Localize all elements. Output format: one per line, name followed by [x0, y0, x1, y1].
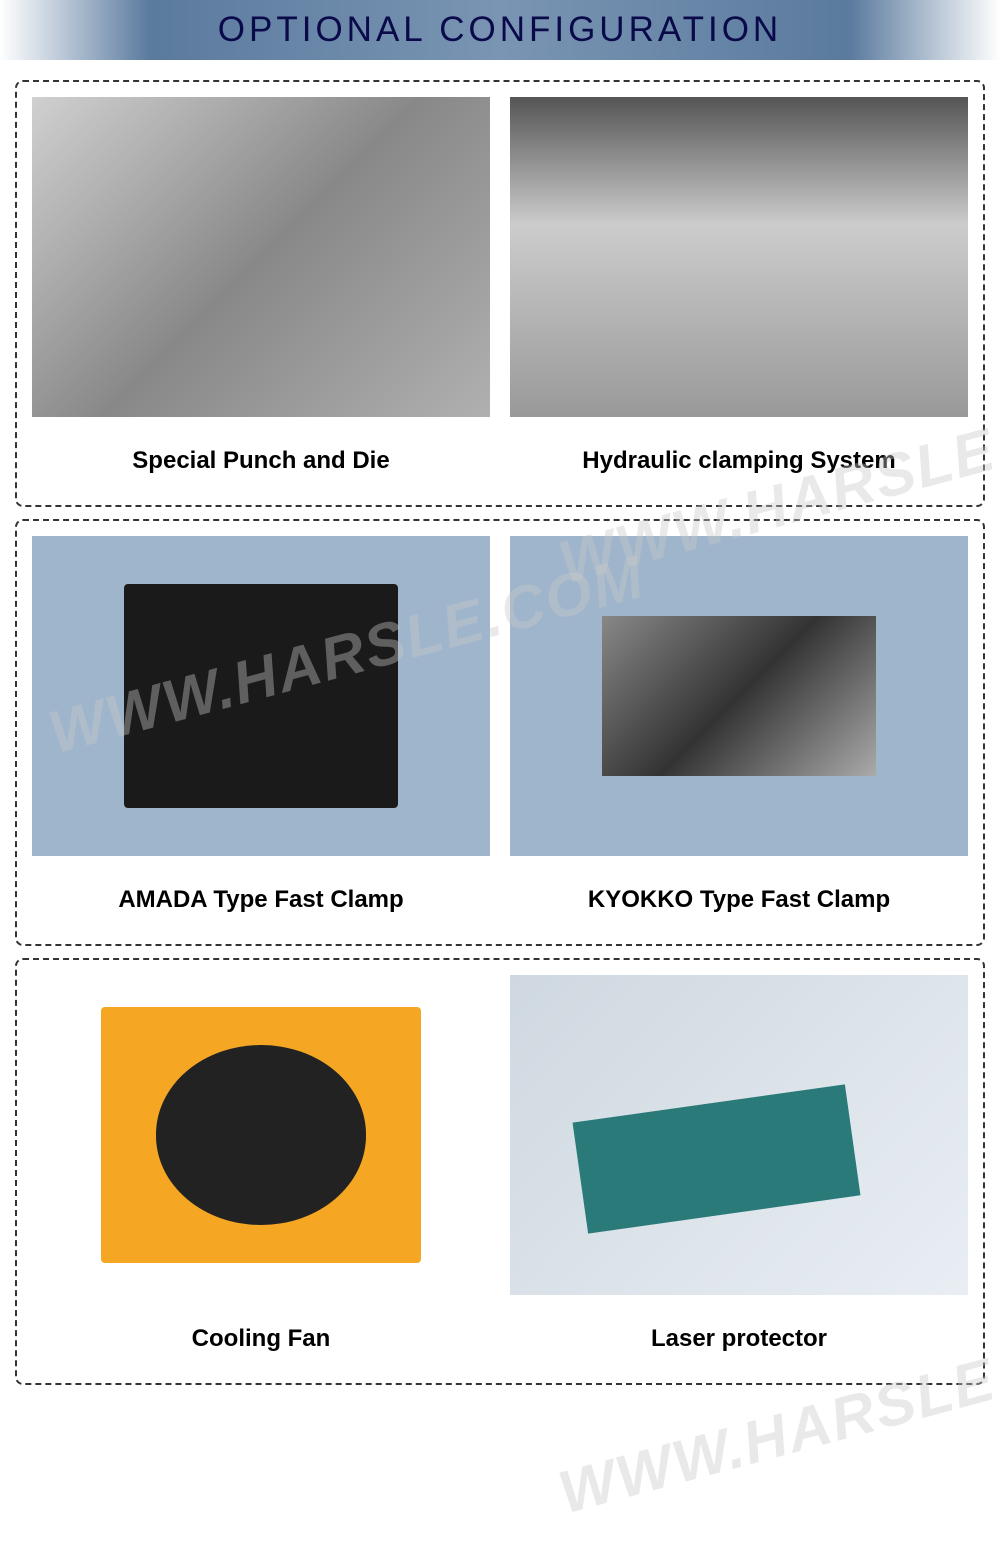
config-row: Special Punch and Die Hydraulic clamping… [15, 80, 985, 507]
product-label: Laser protector [651, 1325, 827, 1353]
product-label: AMADA Type Fast Clamp [118, 886, 403, 914]
config-card: Hydraulic clamping System [510, 97, 968, 490]
config-card: AMADA Type Fast Clamp [32, 536, 490, 929]
config-card: Laser protector [510, 975, 968, 1368]
config-card: KYOKKO Type Fast Clamp [510, 536, 968, 929]
product-label: KYOKKO Type Fast Clamp [588, 886, 890, 914]
config-card: Special Punch and Die [32, 97, 490, 490]
product-image [510, 97, 968, 417]
config-row: Cooling Fan Laser protector [15, 958, 985, 1385]
config-row: AMADA Type Fast Clamp KYOKKO Type Fast C… [15, 519, 985, 946]
page-title: OPTIONAL CONFIGURATION [218, 10, 782, 50]
product-image [32, 97, 490, 417]
product-label: Hydraulic clamping System [582, 447, 895, 475]
page-container: OPTIONAL CONFIGURATION WWW.HARSLE.COM WW… [0, 0, 1000, 1385]
product-image [510, 975, 968, 1295]
product-image [32, 536, 490, 856]
product-image [510, 536, 968, 856]
config-card: Cooling Fan [32, 975, 490, 1368]
header-banner: OPTIONAL CONFIGURATION [0, 0, 1000, 60]
product-label: Cooling Fan [192, 1325, 331, 1353]
product-label: Special Punch and Die [132, 447, 389, 475]
product-image [32, 975, 490, 1295]
